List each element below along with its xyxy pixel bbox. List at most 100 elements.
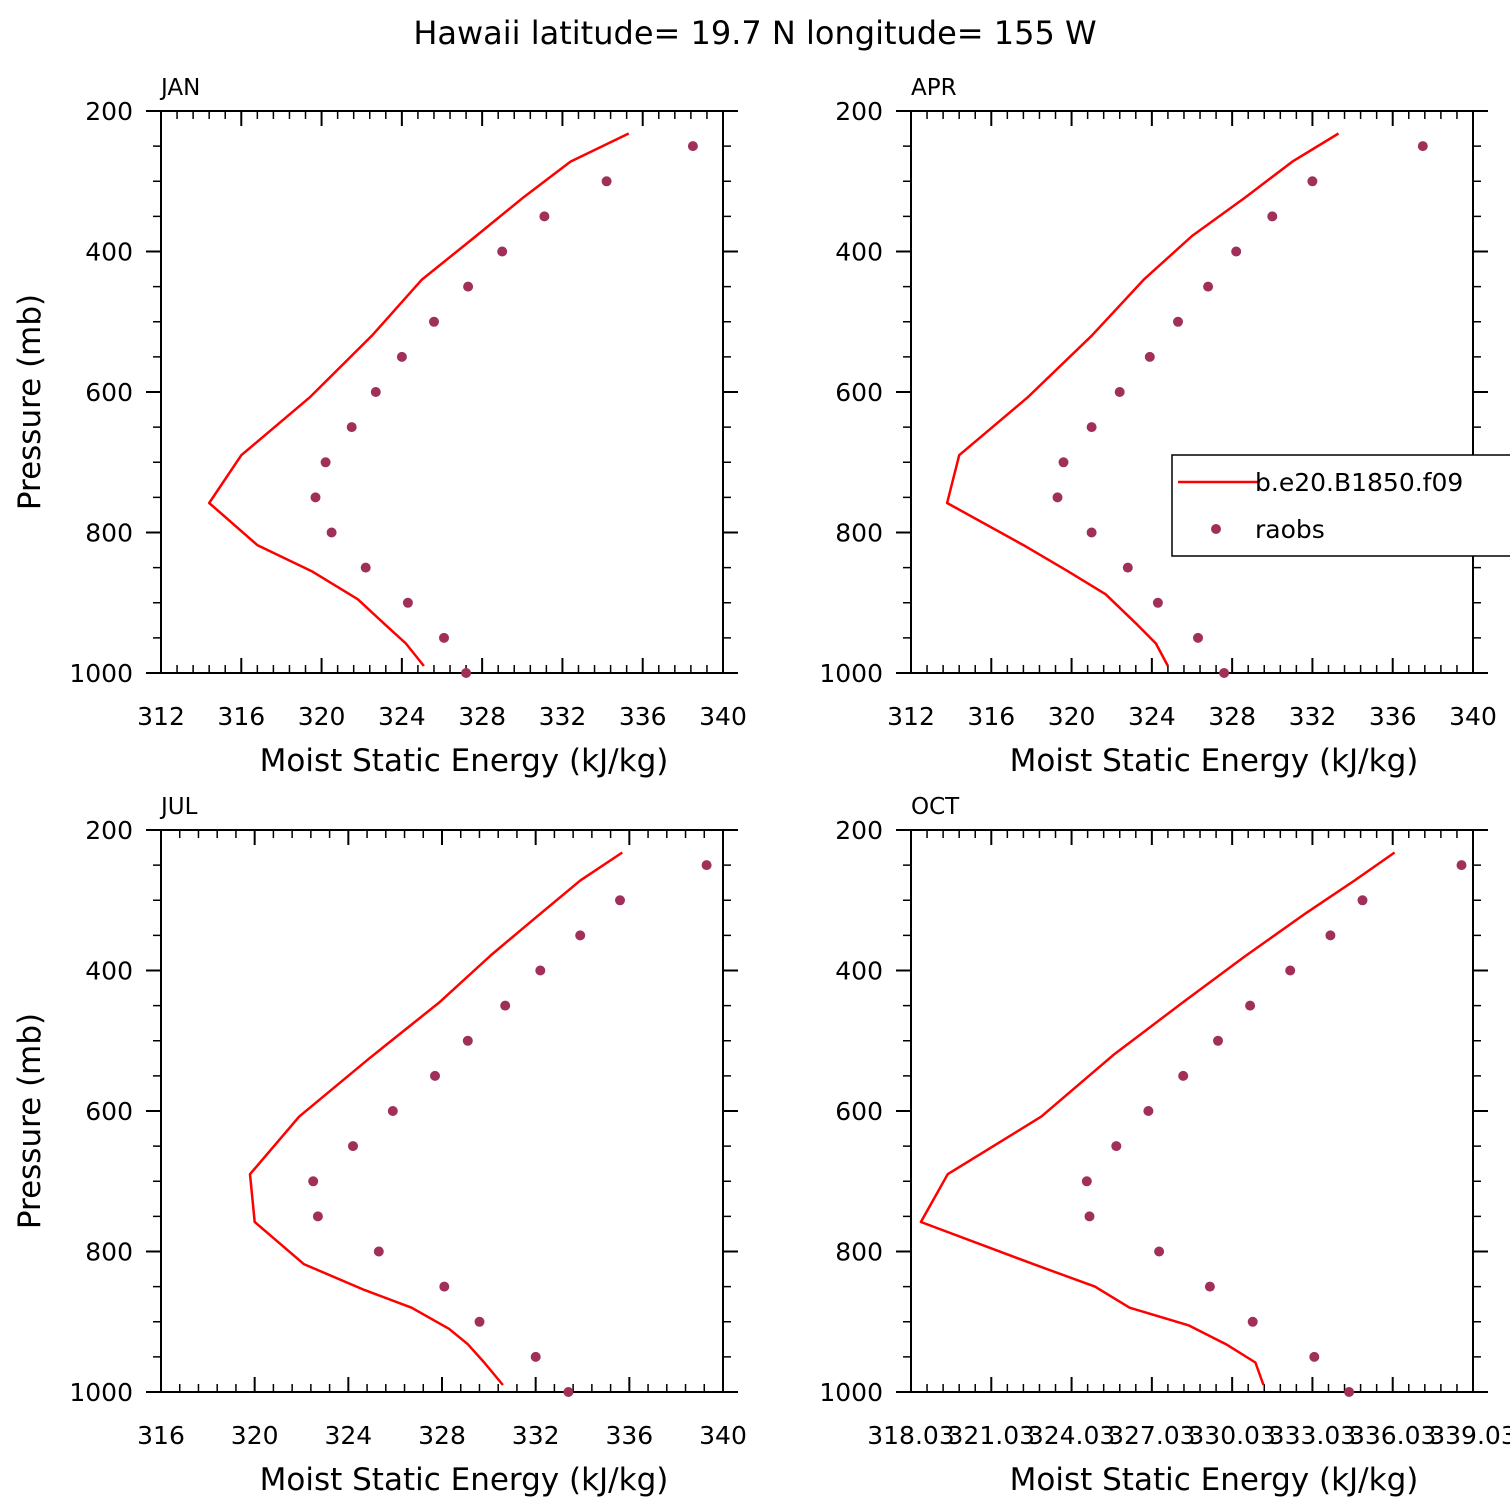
x-axis-label: Moist Static Energy (kJ/kg) xyxy=(1010,743,1419,779)
x-tick-label: 336 xyxy=(605,1421,653,1450)
x-tick-label: 316 xyxy=(137,1421,185,1450)
y-tick-label: 800 xyxy=(835,519,883,548)
obs-point xyxy=(1143,1106,1154,1116)
x-tick-label: 328 xyxy=(418,1421,466,1450)
obs-point xyxy=(1344,1387,1355,1397)
obs-point xyxy=(1307,176,1318,187)
panel-jul: JUL 316 320 324 328 332 336 340 200 400 600 800 1000… xyxy=(12,794,747,1498)
obs-point xyxy=(1219,668,1230,678)
obs-point xyxy=(308,1176,319,1187)
panel-title: JUL xyxy=(159,794,198,820)
x-tick-label: 328 xyxy=(1208,702,1256,731)
legend: b.e20.B1850.f09 raobs xyxy=(1171,454,1510,557)
y-tick-label: 1000 xyxy=(69,1378,133,1407)
obs-point xyxy=(1086,422,1097,433)
x-tick-label: 332 xyxy=(1289,702,1337,731)
obs-point xyxy=(429,316,439,327)
obs-point xyxy=(1245,1000,1256,1011)
obs-point xyxy=(312,1211,323,1222)
model-line xyxy=(207,132,630,667)
plot-frame xyxy=(910,110,1474,674)
obs-point xyxy=(1267,211,1278,222)
obs-point xyxy=(563,1387,574,1397)
obs-point xyxy=(1456,860,1467,871)
obs-point xyxy=(1285,965,1296,976)
x-tick-label: 327.03 xyxy=(1108,1421,1195,1450)
panel-jan: JAN 312 316 320 324 328 332 336 340 200 400 600 800 1… xyxy=(12,75,747,779)
y-tick-label: 600 xyxy=(835,1097,883,1126)
x-tick-label: 324 xyxy=(378,702,426,731)
x-tick-label: 336 xyxy=(1369,702,1417,731)
y-tick-label: 200 xyxy=(835,816,883,845)
x-tick-label: 318.03 xyxy=(867,1421,954,1450)
obs-point xyxy=(1325,930,1336,941)
y-tick-label: 800 xyxy=(85,1238,133,1267)
obs-point xyxy=(539,211,550,222)
obs-point xyxy=(701,860,712,871)
obs-point xyxy=(1231,246,1242,257)
x-tick-label: 312 xyxy=(137,702,185,731)
x-tick-label: 324.03 xyxy=(1028,1421,1115,1450)
obs-point xyxy=(360,562,371,573)
plot-frame xyxy=(910,829,1474,1393)
y-tick-label: 600 xyxy=(835,378,883,407)
obs-point xyxy=(461,668,472,678)
x-tick-label: 312 xyxy=(887,702,935,731)
x-tick-label: 340 xyxy=(1449,702,1497,731)
x-axis-label: Moist Static Energy (kJ/kg) xyxy=(260,743,669,779)
x-tick-label: 328 xyxy=(458,702,506,731)
obs-point xyxy=(1154,1246,1165,1257)
obs-point xyxy=(615,895,625,906)
obs-point xyxy=(1178,1070,1189,1081)
x-tick-label: 324 xyxy=(1128,702,1176,731)
y-tick-label: 200 xyxy=(85,97,133,126)
obs-point xyxy=(462,1035,473,1046)
x-tick-label: 332 xyxy=(539,702,587,731)
obs-point xyxy=(1193,632,1203,643)
obs-point xyxy=(601,176,612,187)
obs-point xyxy=(687,141,698,152)
main-title: Hawaii latitude= 19.7 N longitude= 155 W xyxy=(413,14,1096,52)
obs-point xyxy=(497,246,508,257)
x-tick-label: 320 xyxy=(231,1421,279,1450)
obs-point xyxy=(439,632,449,643)
model-line xyxy=(919,851,1396,1386)
y-axis-label: Pressure (mb) xyxy=(12,1013,48,1229)
legend-box xyxy=(1171,454,1510,557)
y-tick-label: 600 xyxy=(85,378,133,407)
y-tick-label: 1000 xyxy=(819,659,883,688)
x-tick-label: 320 xyxy=(298,702,346,731)
model-line xyxy=(945,132,1340,667)
panel-apr: APR 312 316 320 324 328 332 336 340 200 400 600 800 1… xyxy=(819,75,1496,779)
obs-point xyxy=(1114,387,1125,397)
obs-point xyxy=(320,457,331,468)
model-line xyxy=(248,851,623,1386)
x-tick-label: 333.03 xyxy=(1269,1421,1356,1450)
obs-point xyxy=(530,1351,541,1362)
plot-frame xyxy=(160,829,724,1393)
obs-point xyxy=(500,1000,511,1011)
x-tick-label: 336 xyxy=(619,702,667,731)
y-tick-label: 400 xyxy=(85,957,133,986)
y-tick-label: 600 xyxy=(85,1097,133,1126)
y-tick-label: 800 xyxy=(85,519,133,548)
obs-point xyxy=(373,1246,384,1257)
x-tick-label: 332 xyxy=(512,1421,560,1450)
obs-point xyxy=(430,1070,440,1081)
x-tick-label: 330.03 xyxy=(1188,1421,1275,1450)
panel-title: JAN xyxy=(159,75,200,101)
obs-point xyxy=(1309,1351,1320,1362)
y-tick-label: 800 xyxy=(835,1238,883,1267)
x-tick-label: 339.03 xyxy=(1429,1421,1510,1450)
obs-point xyxy=(1417,141,1428,152)
obs-point xyxy=(402,597,413,608)
obs-point xyxy=(1203,281,1214,292)
x-tick-label: 340 xyxy=(699,702,747,731)
y-tick-label: 200 xyxy=(85,816,133,845)
obs-point xyxy=(1052,492,1063,503)
obs-point xyxy=(1152,597,1163,608)
obs-point xyxy=(1204,1281,1215,1292)
obs-point xyxy=(1122,562,1133,573)
obs-point xyxy=(1213,1035,1223,1046)
obs-point xyxy=(439,1281,450,1292)
